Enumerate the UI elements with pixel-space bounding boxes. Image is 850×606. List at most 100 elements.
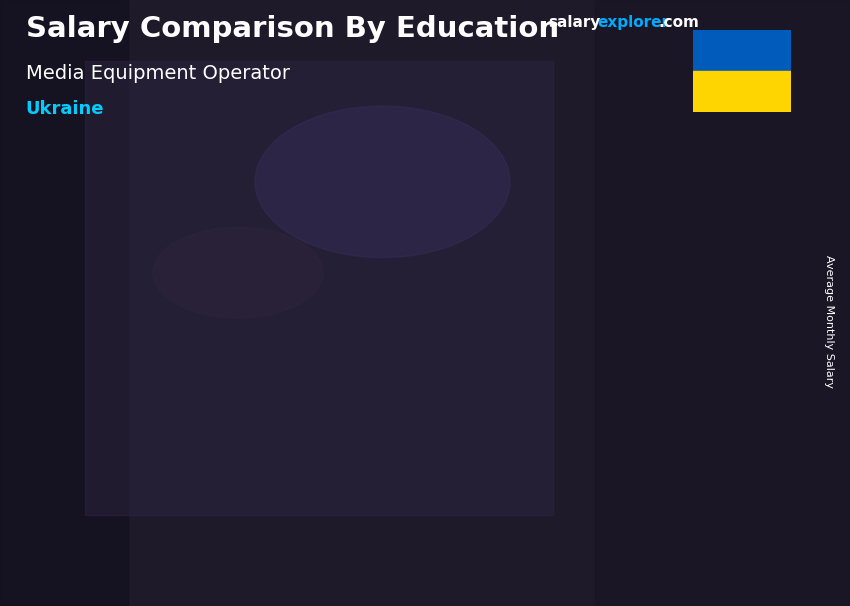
Text: explorer: explorer (598, 15, 670, 30)
Bar (234, 358, 235, 511)
Bar (435, 301, 438, 511)
Bar (204, 358, 206, 511)
Bar (213, 358, 215, 511)
Text: .com: .com (659, 15, 700, 30)
Bar (445, 301, 447, 511)
Bar (613, 241, 615, 511)
Bar (454, 301, 456, 511)
Bar (469, 301, 471, 511)
Bar (430, 301, 432, 511)
Bar (243, 358, 245, 511)
Bar (256, 358, 258, 511)
Text: High School: High School (198, 518, 291, 532)
Bar (462, 301, 463, 511)
Bar (206, 358, 207, 511)
Bar (473, 301, 474, 511)
Bar (598, 241, 600, 511)
Bar (452, 301, 454, 511)
Bar (269, 358, 270, 511)
Bar (259, 358, 261, 511)
Bar (421, 301, 422, 511)
Text: 9,220 UAH: 9,220 UAH (206, 316, 284, 330)
Bar (224, 358, 226, 511)
Bar (460, 301, 462, 511)
Bar (410, 301, 411, 511)
Bar (428, 301, 430, 511)
Bar (395, 301, 397, 511)
Polygon shape (389, 300, 491, 302)
Text: Bachelor's
Degree: Bachelor's Degree (580, 518, 660, 548)
Bar (605, 241, 607, 511)
Bar (611, 241, 613, 511)
Bar (580, 241, 581, 511)
Bar (659, 241, 660, 511)
Bar (258, 358, 259, 511)
Bar (207, 358, 210, 511)
Bar (424, 301, 427, 511)
Bar (252, 358, 254, 511)
Bar (263, 358, 265, 511)
Bar (638, 241, 640, 511)
Bar (241, 358, 243, 511)
Bar (0, 0, 128, 606)
Bar (586, 241, 589, 511)
Ellipse shape (255, 106, 510, 258)
Bar (223, 358, 224, 511)
Polygon shape (482, 301, 491, 511)
Bar (276, 358, 278, 511)
Bar (662, 241, 665, 511)
Bar (476, 301, 478, 511)
Bar (626, 241, 627, 511)
Text: salary: salary (548, 15, 601, 30)
Bar (620, 241, 622, 511)
Bar (254, 358, 256, 511)
Bar (600, 241, 602, 511)
Bar (272, 358, 274, 511)
Bar (235, 358, 237, 511)
Bar (643, 241, 644, 511)
Bar (635, 241, 637, 511)
Bar (265, 358, 267, 511)
Text: 12,600 UAH: 12,600 UAH (392, 260, 479, 273)
Bar (394, 301, 395, 511)
Text: 16,200 UAH: 16,200 UAH (576, 200, 664, 213)
Bar (693, 72, 791, 112)
Bar (218, 358, 221, 511)
Bar (471, 301, 473, 511)
Text: Average Monthly Salary: Average Monthly Salary (824, 255, 834, 388)
Bar (280, 358, 281, 511)
Bar (478, 301, 480, 511)
Bar (447, 301, 449, 511)
Bar (285, 358, 287, 511)
Bar (585, 241, 586, 511)
Bar (417, 301, 419, 511)
Text: +37%: +37% (298, 172, 382, 198)
Bar (274, 358, 276, 511)
Bar (443, 301, 445, 511)
Bar (665, 241, 666, 511)
Bar (289, 358, 291, 511)
Bar (217, 358, 218, 511)
Bar (432, 301, 434, 511)
Bar (198, 358, 201, 511)
Bar (480, 301, 482, 511)
Bar (212, 358, 213, 511)
Bar (261, 358, 263, 511)
Bar (419, 301, 421, 511)
Bar (607, 241, 609, 511)
Bar (278, 358, 280, 511)
Bar (646, 241, 648, 511)
Polygon shape (198, 357, 300, 358)
Bar (248, 358, 250, 511)
Bar (246, 358, 248, 511)
Bar (397, 301, 399, 511)
Bar (627, 241, 629, 511)
Bar (654, 241, 655, 511)
Bar (474, 301, 476, 511)
Bar (210, 358, 212, 511)
Bar (434, 301, 435, 511)
Ellipse shape (153, 227, 323, 318)
Bar (230, 358, 232, 511)
Bar (581, 241, 583, 511)
Bar (441, 301, 443, 511)
